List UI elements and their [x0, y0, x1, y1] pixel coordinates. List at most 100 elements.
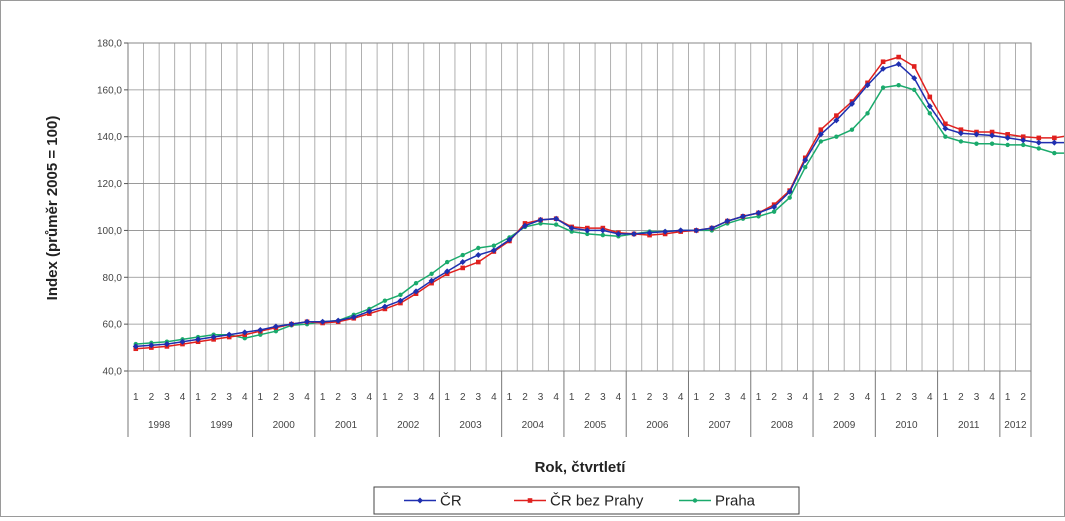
x-tick-label-quarter: 1 — [1005, 392, 1011, 403]
x-tick-label-quarter: 3 — [226, 392, 232, 403]
x-tick-label-quarter: 1 — [258, 392, 264, 403]
series-cr-bez-prahy-point — [943, 121, 948, 127]
x-tick-label-quarter: 3 — [413, 392, 419, 403]
x-tick-label-quarter: 2 — [709, 392, 715, 403]
x-tick-label-year: 2001 — [335, 420, 358, 431]
legend: ČR ČR bez Prahy Praha — [373, 486, 800, 515]
x-tick-label-quarter: 1 — [631, 392, 637, 403]
series-cr-bez-prahy-point — [989, 129, 995, 135]
x-tick-label-quarter: 4 — [367, 392, 373, 403]
x-tick-label-quarter: 3 — [538, 392, 544, 403]
x-tick-label-year: 2008 — [771, 420, 794, 431]
x-tick-label-quarter: 1 — [693, 392, 699, 403]
series-praha-point — [429, 271, 434, 276]
series-praha-point — [460, 252, 465, 258]
series-cr-point — [1004, 134, 1011, 141]
legend-marker-cr-bez-prahy — [527, 498, 533, 503]
x-tick-label-quarter: 4 — [989, 392, 995, 403]
series-praha-point — [1036, 146, 1041, 151]
series-cr-point — [584, 227, 591, 234]
series-praha-point — [600, 232, 606, 238]
series-cr-point — [288, 321, 295, 328]
legend-marker-praha — [692, 498, 698, 503]
x-tick-label-year: 2011 — [958, 420, 980, 431]
series-cr-point — [179, 338, 186, 345]
series-praha-point — [849, 127, 855, 132]
series-cr-point — [1051, 139, 1058, 146]
series-cr-point — [755, 209, 762, 216]
series-cr-point — [630, 230, 637, 237]
series-cr-bez-prahy-point — [1005, 132, 1010, 137]
series-praha-point — [912, 87, 917, 93]
series-cr-point — [366, 308, 373, 315]
x-tick-label-year: 2010 — [895, 420, 918, 431]
series-cr-point — [677, 227, 684, 234]
series-praha-point — [569, 229, 574, 234]
x-tick-label-quarter: 4 — [740, 392, 746, 403]
series-cr-point — [599, 227, 606, 234]
x-tick-label-quarter: 4 — [491, 392, 497, 403]
x-tick-label-quarter: 3 — [164, 392, 170, 403]
series-cr-bez-prahy-point — [476, 259, 481, 265]
x-tick-label-quarter: 2 — [1020, 392, 1026, 403]
x-tick-label-quarter: 3 — [289, 392, 295, 403]
legend-label-cr: ČR — [440, 493, 462, 510]
x-tick-label-quarter: 3 — [725, 392, 731, 403]
series-cr-bez-prahy-point — [834, 113, 839, 118]
series-cr-point — [381, 303, 388, 310]
series-cr-point — [413, 288, 420, 295]
series-cr-point — [459, 259, 466, 266]
series-praha-point — [818, 139, 824, 144]
series-cr-point — [786, 188, 793, 195]
series-cr-point — [662, 228, 669, 235]
series-praha-point — [834, 134, 839, 139]
y-tick-label: 120,0 — [97, 179, 122, 190]
x-tick-label-quarter: 1 — [320, 392, 326, 403]
x-tick-label-year: 2009 — [833, 420, 856, 431]
x-tick-label-quarter: 4 — [429, 392, 435, 403]
x-tick-label-quarter: 1 — [507, 392, 513, 403]
series-praha-point — [538, 221, 543, 226]
series-praha-point — [585, 231, 590, 237]
series-cr-point — [1035, 139, 1042, 146]
series-lines — [132, 54, 1065, 352]
series-cr-bez-prahy-point — [911, 64, 917, 69]
x-tick-label-quarter: 1 — [756, 392, 762, 403]
series-cr-point — [226, 331, 233, 338]
series-praha-point — [491, 243, 497, 248]
series-praha-point — [1052, 150, 1057, 156]
x-tick-label-quarter: 4 — [865, 392, 871, 403]
series-cr-point — [241, 329, 248, 336]
series-cr-point — [833, 117, 840, 124]
x-tick-label-year: 1998 — [148, 420, 171, 431]
x-tick-label-year: 2005 — [584, 420, 607, 431]
x-tick-label-quarter: 2 — [896, 392, 902, 403]
x-tick-label-quarter: 2 — [398, 392, 404, 403]
series-cr-point — [693, 227, 700, 234]
x-tick-label-quarter: 1 — [818, 392, 824, 403]
series-cr-point — [397, 297, 404, 304]
series-praha-point — [382, 298, 388, 303]
x-tick-label-quarter: 3 — [662, 392, 668, 403]
series-cr — [132, 61, 1065, 350]
series-cr-point — [989, 132, 996, 139]
series-praha-point — [787, 195, 792, 200]
series-praha-point — [880, 85, 886, 90]
series-cr-point — [895, 61, 902, 68]
x-tick-label-quarter: 4 — [553, 392, 559, 403]
series-cr-point — [522, 222, 529, 229]
series-cr-bez-prahy-point — [927, 94, 933, 100]
series-cr-point — [646, 229, 653, 236]
series-cr-point — [568, 225, 575, 232]
series-cr-point — [428, 277, 435, 284]
x-tick-label-quarter: 3 — [849, 392, 855, 403]
x-tick-label-quarter: 4 — [304, 392, 310, 403]
y-tick-label: 40,0 — [103, 367, 123, 378]
x-tick-label-quarter: 1 — [195, 392, 201, 403]
x-tick-label-quarter: 2 — [585, 392, 591, 403]
series-cr-point — [708, 225, 715, 232]
x-tick-label-year: 2000 — [273, 420, 296, 431]
x-tick-label-year: 2012 — [1004, 420, 1027, 431]
series-cr-point — [210, 334, 217, 341]
x-tick-label-quarter: 2 — [771, 392, 777, 403]
